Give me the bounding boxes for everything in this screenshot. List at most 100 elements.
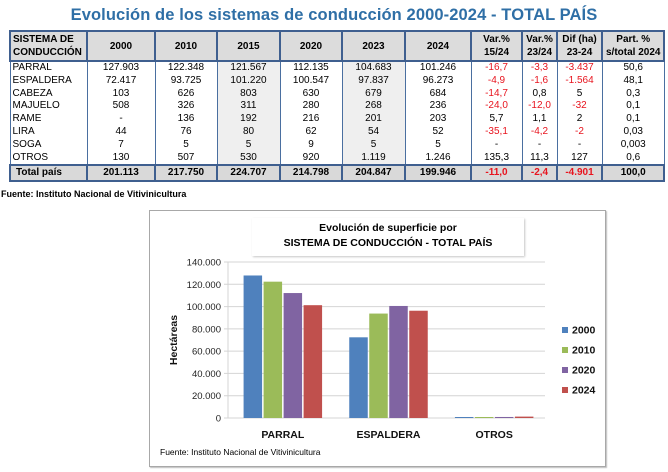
- table-cell: 508: [86, 100, 156, 114]
- table-cell: 507: [154, 151, 218, 166]
- table-cell: 5: [341, 138, 406, 152]
- y-tick-label: 0: [216, 414, 221, 425]
- table-row: CABEZA 103 626 803 630 679 684 -14,7 0,8 5 0,3: [9, 87, 665, 101]
- table-cell: 203: [404, 113, 472, 126]
- column-header-line: Part. %: [616, 34, 651, 45]
- table-cell: 684: [404, 87, 472, 101]
- table-cell: 121.567: [216, 60, 281, 75]
- column-header: 2010: [154, 30, 218, 62]
- column-header: Part. % s/total 2024: [600, 30, 666, 62]
- table-cell: 136: [154, 113, 218, 126]
- total-cell: -11,0: [470, 164, 523, 183]
- conduction-systems-table: SISTEMA DE CONDUCCIÓN 2000 2010 2015 2020 2023…: [9, 30, 666, 183]
- table-cell: 80: [216, 125, 281, 139]
- table-cell: -32: [556, 100, 603, 114]
- bar-otros-2020: [494, 416, 514, 418]
- table-cell: 311: [216, 100, 281, 114]
- table-row: LIRA 44 76 80 62 54 52 -35,1 -4,2 -2 0,03: [9, 125, 665, 139]
- chart-title-line-2: SISTEMA DE CONDUCCIÓN - TOTAL PAÍS: [283, 237, 493, 249]
- total-cell: 217.750: [154, 164, 218, 183]
- table-cell: 679: [341, 87, 406, 101]
- bar-parral-2010: [263, 281, 283, 418]
- column-header: Dif (ha) 23-24: [556, 30, 603, 62]
- table-cell: 44: [86, 125, 156, 139]
- table-cell: -: [470, 138, 523, 152]
- table-cell: 76: [154, 125, 218, 139]
- x-category-label: ESPALDERA: [357, 429, 421, 441]
- table-cell: 5: [216, 138, 281, 152]
- table-cell: 9: [279, 138, 343, 152]
- table-cell: 530: [216, 151, 281, 166]
- table-cell: -3,3: [521, 60, 558, 75]
- column-header-line: 2015: [237, 40, 260, 52]
- table-cell: 100.547: [279, 74, 343, 88]
- column-header-line: 2000: [109, 40, 133, 52]
- table-cell: 1.119: [341, 151, 406, 166]
- bar-espaldera-2020: [389, 305, 408, 418]
- total-cell: -4.901: [556, 164, 603, 183]
- column-header-line: Var.%: [526, 34, 553, 45]
- bar-espaldera-2010: [369, 313, 388, 418]
- table-cell: 326: [154, 100, 218, 114]
- table-cell: -1.564: [556, 74, 603, 88]
- y-tick-label: 140.000: [187, 258, 221, 269]
- table-cell: -: [556, 138, 603, 152]
- bar-otros-2024: [514, 416, 534, 418]
- table-cell: 268: [341, 100, 406, 114]
- table-row: OTROS 130 507 530 920 1.119 1.246 135,3 11,3 127 0…: [9, 151, 665, 166]
- row-label: RAME: [9, 113, 88, 126]
- column-header-line: SISTEMA DE: [13, 34, 74, 45]
- legend-label: 2000: [572, 325, 596, 337]
- legend-label: 2010: [572, 345, 596, 357]
- y-axis-title: Hectáreas: [168, 315, 180, 365]
- table-cell: 72.417: [86, 74, 156, 88]
- table-cell: 5,7: [470, 113, 523, 126]
- table-cell: 96.273: [404, 74, 472, 88]
- bar-espaldera-2000: [349, 337, 368, 418]
- column-header-line: 2010: [174, 40, 198, 52]
- legend-label: 2020: [572, 365, 596, 377]
- column-header: Var.% 23/24: [521, 30, 558, 62]
- x-category-label: PARRAL: [261, 429, 305, 441]
- legend-label: 2024: [572, 385, 596, 397]
- column-header-line: 2020: [299, 40, 323, 52]
- bar-otros-2000: [454, 417, 474, 418]
- total-cell: -2,4: [521, 164, 558, 183]
- row-label: OTROS: [9, 151, 88, 166]
- total-cell: 201.113: [86, 164, 156, 183]
- table-cell: 0,3: [601, 87, 665, 101]
- table-cell: 803: [216, 87, 281, 101]
- table-cell: 5: [404, 138, 472, 152]
- row-label: CABEZA: [9, 87, 88, 101]
- table-cell: 127: [556, 151, 603, 166]
- table-cell: 130: [86, 151, 156, 166]
- table-row: PARRAL 127.903 122.348 121.567 112.135 104.68…: [9, 60, 665, 75]
- table-cell: 0,8: [521, 87, 558, 101]
- bar-otros-2010: [474, 417, 494, 418]
- column-header: 2023: [341, 30, 406, 62]
- table-cell: 0,03: [601, 125, 665, 139]
- table-cell: 54: [341, 125, 406, 139]
- bar-parral-2000: [243, 275, 263, 418]
- column-header-line: CONDUCCIÓN: [13, 47, 82, 58]
- total-label: Total país: [9, 164, 88, 183]
- table-cell: 192: [216, 113, 281, 126]
- table-cell: 201: [341, 113, 406, 126]
- table-cell: 5: [556, 87, 603, 101]
- y-tick-label: 20.000: [192, 391, 221, 402]
- y-tick-label: 60.000: [192, 347, 221, 358]
- table-cell: -2: [556, 125, 603, 139]
- x-category-label: OTROS: [475, 429, 512, 441]
- column-header: 2020: [279, 30, 343, 62]
- column-header-line: 2024: [426, 40, 450, 52]
- column-header: 2015: [216, 30, 281, 62]
- table-cell: -12,0: [521, 100, 558, 114]
- table-cell: 0,1: [601, 100, 665, 114]
- total-cell: 214.798: [279, 164, 343, 183]
- table-cell: 0,6: [601, 151, 665, 166]
- legend-swatch-2024: [562, 387, 568, 393]
- table-body: PARRAL 127.903 122.348 121.567 112.135 104.68…: [9, 60, 665, 166]
- column-header: 2024: [404, 30, 472, 62]
- table-row: RAME -136 192 216 201 203 5,7 1,1 2 0,1: [9, 113, 665, 126]
